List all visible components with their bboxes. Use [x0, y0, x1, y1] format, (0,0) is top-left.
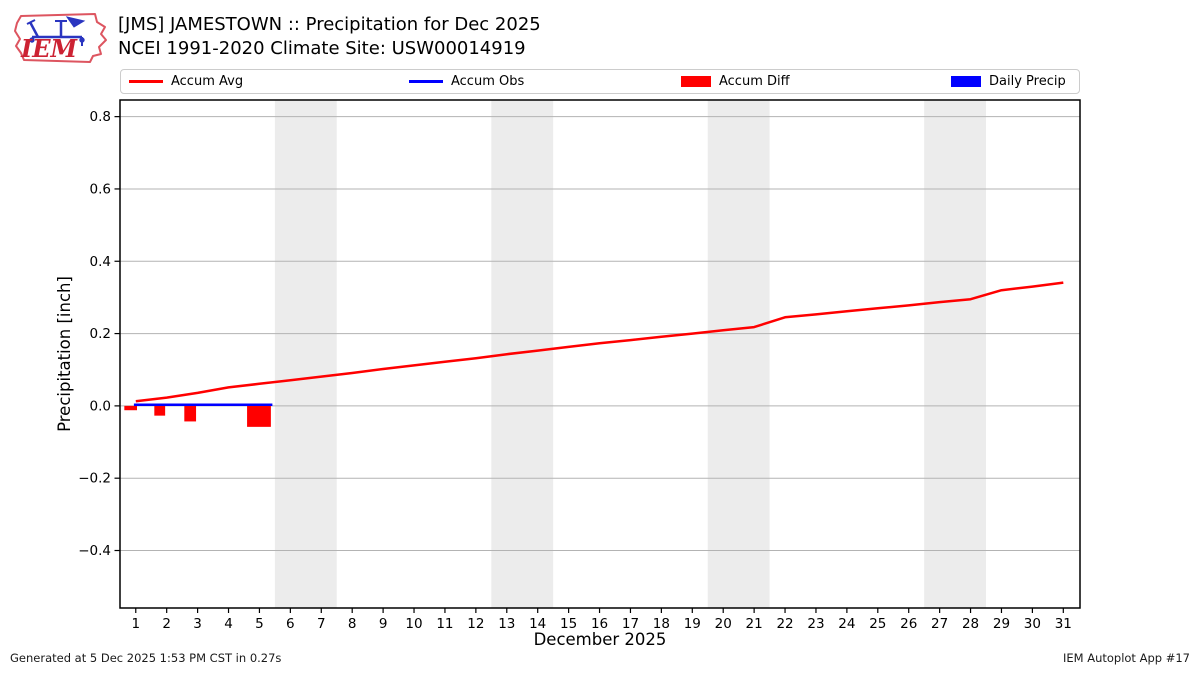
svg-text:4: 4: [224, 616, 233, 632]
legend-label: Accum Avg: [171, 74, 244, 89]
svg-text:26: 26: [900, 616, 917, 632]
svg-text:14: 14: [529, 616, 546, 632]
app-credit: IEM Autoplot App #17: [1062, 651, 1190, 665]
logo-text: IEM: [20, 34, 79, 63]
svg-text:0.8: 0.8: [90, 109, 111, 125]
svg-text:21: 21: [746, 616, 763, 632]
svg-text:9: 9: [379, 616, 388, 632]
weathervane-icon: [26, 16, 86, 46]
weekend-shading: [274, 100, 987, 608]
svg-text:0.4: 0.4: [90, 254, 111, 270]
chart-title: [JMS] JAMESTOWN :: Precipitation for Dec…: [118, 14, 541, 35]
axis-labels: December 2025 Precipitation [inch]: [55, 276, 666, 649]
accum-diff-patch-swatch-icon: [681, 76, 711, 87]
svg-text:0.0: 0.0: [90, 398, 111, 414]
svg-text:10: 10: [405, 616, 422, 632]
svg-text:18: 18: [653, 616, 670, 632]
svg-text:25: 25: [869, 616, 886, 632]
x-axis-label: December 2025: [534, 630, 667, 649]
svg-text:15: 15: [560, 616, 577, 632]
svg-text:1: 1: [131, 616, 140, 632]
chart-legend: Accum Avg Accum Obs Accum Diff Daily Pre…: [120, 69, 1080, 94]
legend-label: Daily Precip: [989, 74, 1066, 89]
y-axis-ticks: −0.4 −0.2 0.0 0.2 0.4 0.6 0.8: [78, 109, 120, 559]
svg-text:13: 13: [498, 616, 515, 632]
iem-logo: IEM: [14, 13, 107, 63]
daily-precip-patch-swatch-icon: [951, 76, 981, 87]
chart-subtitle: NCEI 1991-2020 Climate Site: USW00014919: [118, 38, 526, 59]
svg-text:16: 16: [591, 616, 608, 632]
legend-label: Accum Obs: [451, 74, 525, 89]
svg-text:8: 8: [348, 616, 357, 632]
svg-text:3: 3: [193, 616, 202, 632]
svg-text:5: 5: [255, 616, 264, 632]
svg-text:6: 6: [286, 616, 295, 632]
footer: Generated at 5 Dec 2025 1:53 PM CST in 0…: [0, 651, 1200, 665]
svg-text:22: 22: [776, 616, 793, 632]
svg-text:2: 2: [162, 616, 171, 632]
legend-item-accum-diff: Accum Diff: [681, 70, 790, 93]
svg-text:24: 24: [838, 616, 855, 632]
accum-diff-bars: [124, 405, 271, 427]
gridlines: [120, 116, 1080, 552]
svg-text:23: 23: [807, 616, 824, 632]
svg-text:28: 28: [962, 616, 979, 632]
svg-text:17: 17: [622, 616, 639, 632]
svg-text:27: 27: [931, 616, 948, 632]
svg-text:−0.4: −0.4: [78, 543, 111, 559]
legend-item-daily-precip: Daily Precip: [951, 70, 1066, 93]
chart-title-block: [JMS] JAMESTOWN :: Precipitation for Dec…: [118, 13, 541, 61]
svg-text:12: 12: [467, 616, 484, 632]
legend-item-accum-avg: Accum Avg: [129, 70, 243, 93]
generated-timestamp: Generated at 5 Dec 2025 1:53 PM CST in 0…: [10, 651, 282, 665]
svg-text:20: 20: [715, 616, 732, 632]
svg-text:7: 7: [317, 616, 326, 632]
legend-label: Accum Diff: [719, 74, 790, 89]
y-axis-label: Precipitation [inch]: [55, 276, 74, 432]
legend-item-accum-obs: Accum Obs: [409, 70, 524, 93]
svg-text:0.6: 0.6: [90, 181, 111, 197]
svg-text:−0.2: −0.2: [78, 471, 111, 487]
x-axis-ticks: 1 2 3 4 5 6 7 8 9 10 11 12 13 14 15 16 17 18 19 20 21 22 23 24 2…: [131, 608, 1072, 632]
svg-text:31: 31: [1055, 616, 1072, 632]
svg-text:19: 19: [684, 616, 701, 632]
svg-text:30: 30: [1024, 616, 1041, 632]
accum-avg-line-swatch-icon: [129, 80, 163, 83]
svg-text:0.2: 0.2: [90, 326, 111, 342]
accum-avg-line: [135, 281, 1064, 403]
svg-text:29: 29: [993, 616, 1010, 632]
accum-obs-line-swatch-icon: [409, 80, 443, 83]
svg-text:11: 11: [436, 616, 453, 632]
